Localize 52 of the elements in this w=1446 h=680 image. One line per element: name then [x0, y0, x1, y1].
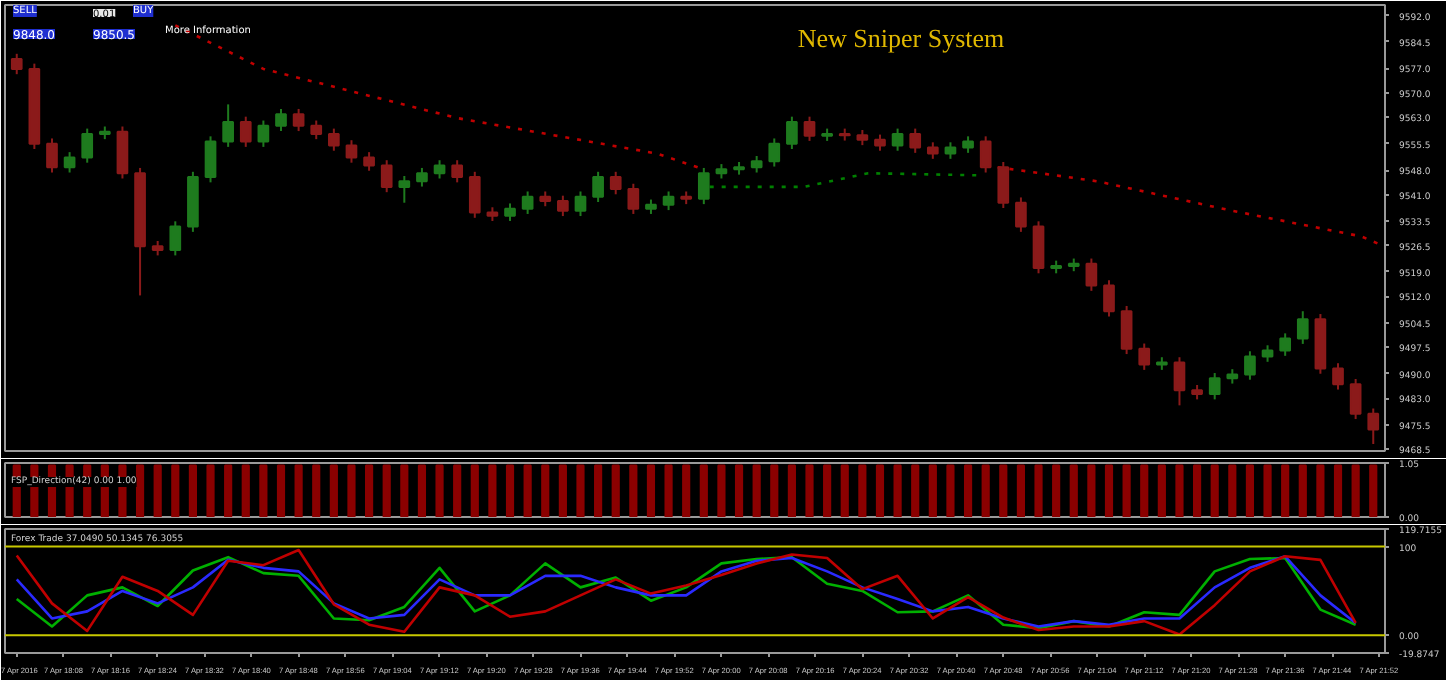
candlestick — [997, 160, 1010, 209]
candlestick — [891, 127, 904, 152]
candlestick — [1120, 304, 1133, 356]
text: New Sniper System — [797, 23, 1005, 53]
candlestick — [609, 170, 622, 196]
candlestick — [239, 115, 252, 148]
candlestick — [10, 52, 23, 76]
candlestick — [169, 220, 182, 257]
candlestick — [275, 107, 287, 133]
candlestick — [1349, 378, 1362, 421]
candlestick — [257, 119, 270, 148]
candlestick — [116, 125, 129, 180]
candlestick — [451, 159, 464, 184]
candlestick — [557, 194, 569, 218]
candlestick — [592, 170, 604, 204]
candlestick — [328, 127, 340, 152]
candlestick — [1032, 220, 1045, 275]
candlestick — [1103, 279, 1115, 318]
candlestick — [416, 166, 428, 188]
candlestick — [204, 135, 217, 184]
candlestick — [310, 119, 323, 141]
candlestick — [1085, 257, 1098, 292]
candlestick — [521, 190, 534, 215]
candlestick — [803, 115, 816, 142]
candlestick — [979, 135, 992, 174]
candlestick — [63, 151, 76, 174]
candlestick — [1367, 407, 1380, 445]
candlestick — [468, 170, 481, 219]
candlestick — [786, 115, 798, 150]
candlestick — [574, 190, 587, 218]
candlestick — [1332, 362, 1344, 391]
candlestick — [1208, 372, 1221, 401]
candlestick — [909, 127, 922, 154]
candlestick — [627, 182, 640, 215]
candlestick — [46, 137, 58, 174]
candlestick — [768, 137, 781, 168]
candlestick — [81, 127, 94, 164]
candlestick — [292, 107, 305, 133]
candlestick — [398, 175, 411, 204]
candlestick — [433, 159, 446, 180]
candlestick — [697, 166, 710, 206]
candlestick — [1138, 342, 1151, 371]
candlestick — [1244, 350, 1256, 381]
candlestick — [1015, 196, 1027, 233]
candlestick — [1279, 332, 1292, 357]
candlestick — [662, 190, 675, 212]
candlestick — [1173, 356, 1186, 407]
candlestick — [345, 139, 358, 164]
candlestick — [222, 103, 234, 148]
candlestick — [380, 159, 393, 194]
candlestick — [363, 151, 375, 172]
candlestick — [1296, 310, 1309, 345]
